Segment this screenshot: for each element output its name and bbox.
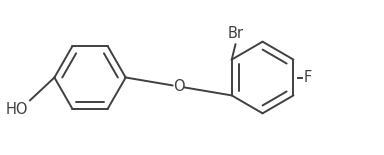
Text: Br: Br bbox=[227, 26, 243, 41]
Text: HO: HO bbox=[6, 102, 28, 117]
Text: F: F bbox=[304, 70, 312, 85]
Text: O: O bbox=[173, 79, 184, 94]
